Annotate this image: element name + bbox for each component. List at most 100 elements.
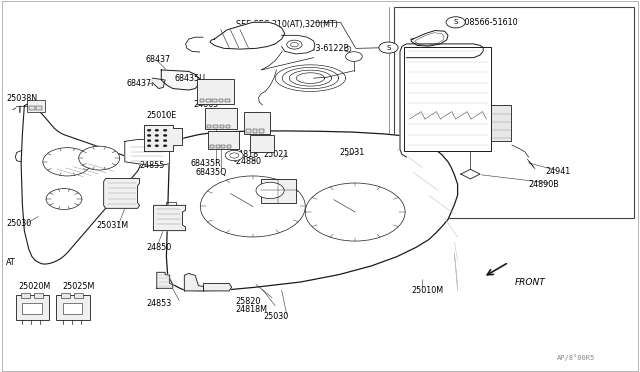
- Bar: [259, 129, 264, 133]
- Bar: [213, 125, 218, 128]
- Text: © 08566-51610: © 08566-51610: [454, 18, 518, 27]
- Text: 25010E: 25010E: [146, 111, 176, 120]
- Bar: [208, 131, 239, 149]
- Polygon shape: [411, 31, 448, 46]
- Text: 24853: 24853: [146, 299, 171, 308]
- Circle shape: [79, 146, 120, 170]
- Bar: [21, 293, 30, 298]
- Polygon shape: [154, 205, 186, 231]
- Text: 25031: 25031: [339, 148, 364, 157]
- Bar: [74, 293, 83, 298]
- Text: SEE SEC.310(AT),320(MT): SEE SEC.310(AT),320(MT): [236, 20, 337, 29]
- Polygon shape: [104, 179, 140, 208]
- Text: 24860: 24860: [253, 198, 278, 207]
- Bar: [210, 145, 214, 148]
- Bar: [207, 125, 211, 128]
- Circle shape: [287, 40, 302, 49]
- Bar: [394, 7, 634, 218]
- Text: 25010M: 25010M: [411, 286, 443, 295]
- Bar: [56, 295, 90, 320]
- Polygon shape: [21, 104, 141, 264]
- Text: 24941: 24941: [545, 167, 570, 176]
- Bar: [27, 100, 45, 112]
- Polygon shape: [166, 131, 458, 291]
- Bar: [61, 293, 70, 298]
- Text: AP/8°00R5: AP/8°00R5: [557, 355, 595, 361]
- Text: AT: AT: [6, 258, 16, 267]
- Polygon shape: [152, 78, 165, 89]
- Circle shape: [256, 182, 284, 199]
- Circle shape: [446, 17, 465, 28]
- Text: 25025M: 25025M: [63, 282, 95, 291]
- Text: 24890B: 24890B: [528, 180, 559, 189]
- Text: 25030: 25030: [264, 312, 289, 321]
- Text: -24880: -24880: [234, 157, 262, 166]
- Text: FRONT: FRONT: [515, 278, 546, 287]
- Bar: [36, 106, 42, 110]
- Polygon shape: [125, 140, 170, 166]
- Text: 25020M: 25020M: [18, 282, 50, 291]
- Bar: [404, 47, 491, 151]
- Bar: [219, 99, 223, 102]
- Bar: [491, 105, 511, 141]
- Text: 25031M: 25031M: [96, 221, 128, 230]
- Circle shape: [163, 140, 167, 142]
- Circle shape: [305, 183, 405, 241]
- Circle shape: [147, 140, 151, 142]
- Bar: [226, 125, 230, 128]
- Bar: [16, 295, 49, 320]
- Circle shape: [163, 134, 167, 137]
- Circle shape: [346, 52, 362, 61]
- Bar: [216, 145, 220, 148]
- Circle shape: [200, 176, 305, 237]
- Bar: [250, 135, 274, 152]
- Circle shape: [155, 145, 159, 147]
- Text: 68435U: 68435U: [174, 74, 205, 83]
- Text: 24850: 24850: [146, 243, 171, 252]
- Bar: [221, 145, 225, 148]
- Polygon shape: [144, 125, 182, 151]
- Text: 24818: 24818: [234, 150, 259, 159]
- Bar: [212, 99, 217, 102]
- Text: 24865: 24865: [193, 100, 218, 109]
- Circle shape: [155, 129, 159, 131]
- Polygon shape: [161, 70, 200, 90]
- Text: 24946: 24946: [435, 44, 460, 53]
- Bar: [200, 99, 204, 102]
- Circle shape: [225, 150, 243, 161]
- Bar: [227, 145, 231, 148]
- Bar: [261, 179, 296, 203]
- Bar: [253, 129, 257, 133]
- Polygon shape: [184, 273, 204, 291]
- Circle shape: [163, 129, 167, 131]
- Bar: [206, 99, 211, 102]
- Circle shape: [43, 148, 92, 176]
- Text: 68437: 68437: [146, 55, 171, 64]
- Circle shape: [155, 134, 159, 137]
- Bar: [244, 112, 270, 134]
- Circle shape: [147, 134, 151, 137]
- Bar: [34, 293, 43, 298]
- Text: S: S: [387, 45, 390, 51]
- Text: 68435R: 68435R: [191, 159, 221, 168]
- Text: 25820: 25820: [236, 297, 261, 306]
- Bar: [225, 99, 230, 102]
- Text: S: S: [454, 19, 458, 25]
- Bar: [29, 106, 35, 110]
- Bar: [246, 129, 251, 133]
- Circle shape: [379, 42, 398, 53]
- Circle shape: [46, 189, 82, 209]
- Polygon shape: [400, 44, 483, 157]
- Circle shape: [163, 145, 167, 147]
- Text: 68437M: 68437M: [127, 79, 159, 88]
- Circle shape: [155, 140, 159, 142]
- Text: 68435Q: 68435Q: [195, 169, 227, 177]
- Circle shape: [230, 153, 239, 158]
- Bar: [205, 108, 237, 129]
- Circle shape: [147, 129, 151, 131]
- Bar: [197, 79, 234, 104]
- Text: 25030: 25030: [6, 219, 31, 228]
- Text: 24818M: 24818M: [236, 305, 268, 314]
- Circle shape: [291, 42, 298, 47]
- Polygon shape: [204, 283, 232, 291]
